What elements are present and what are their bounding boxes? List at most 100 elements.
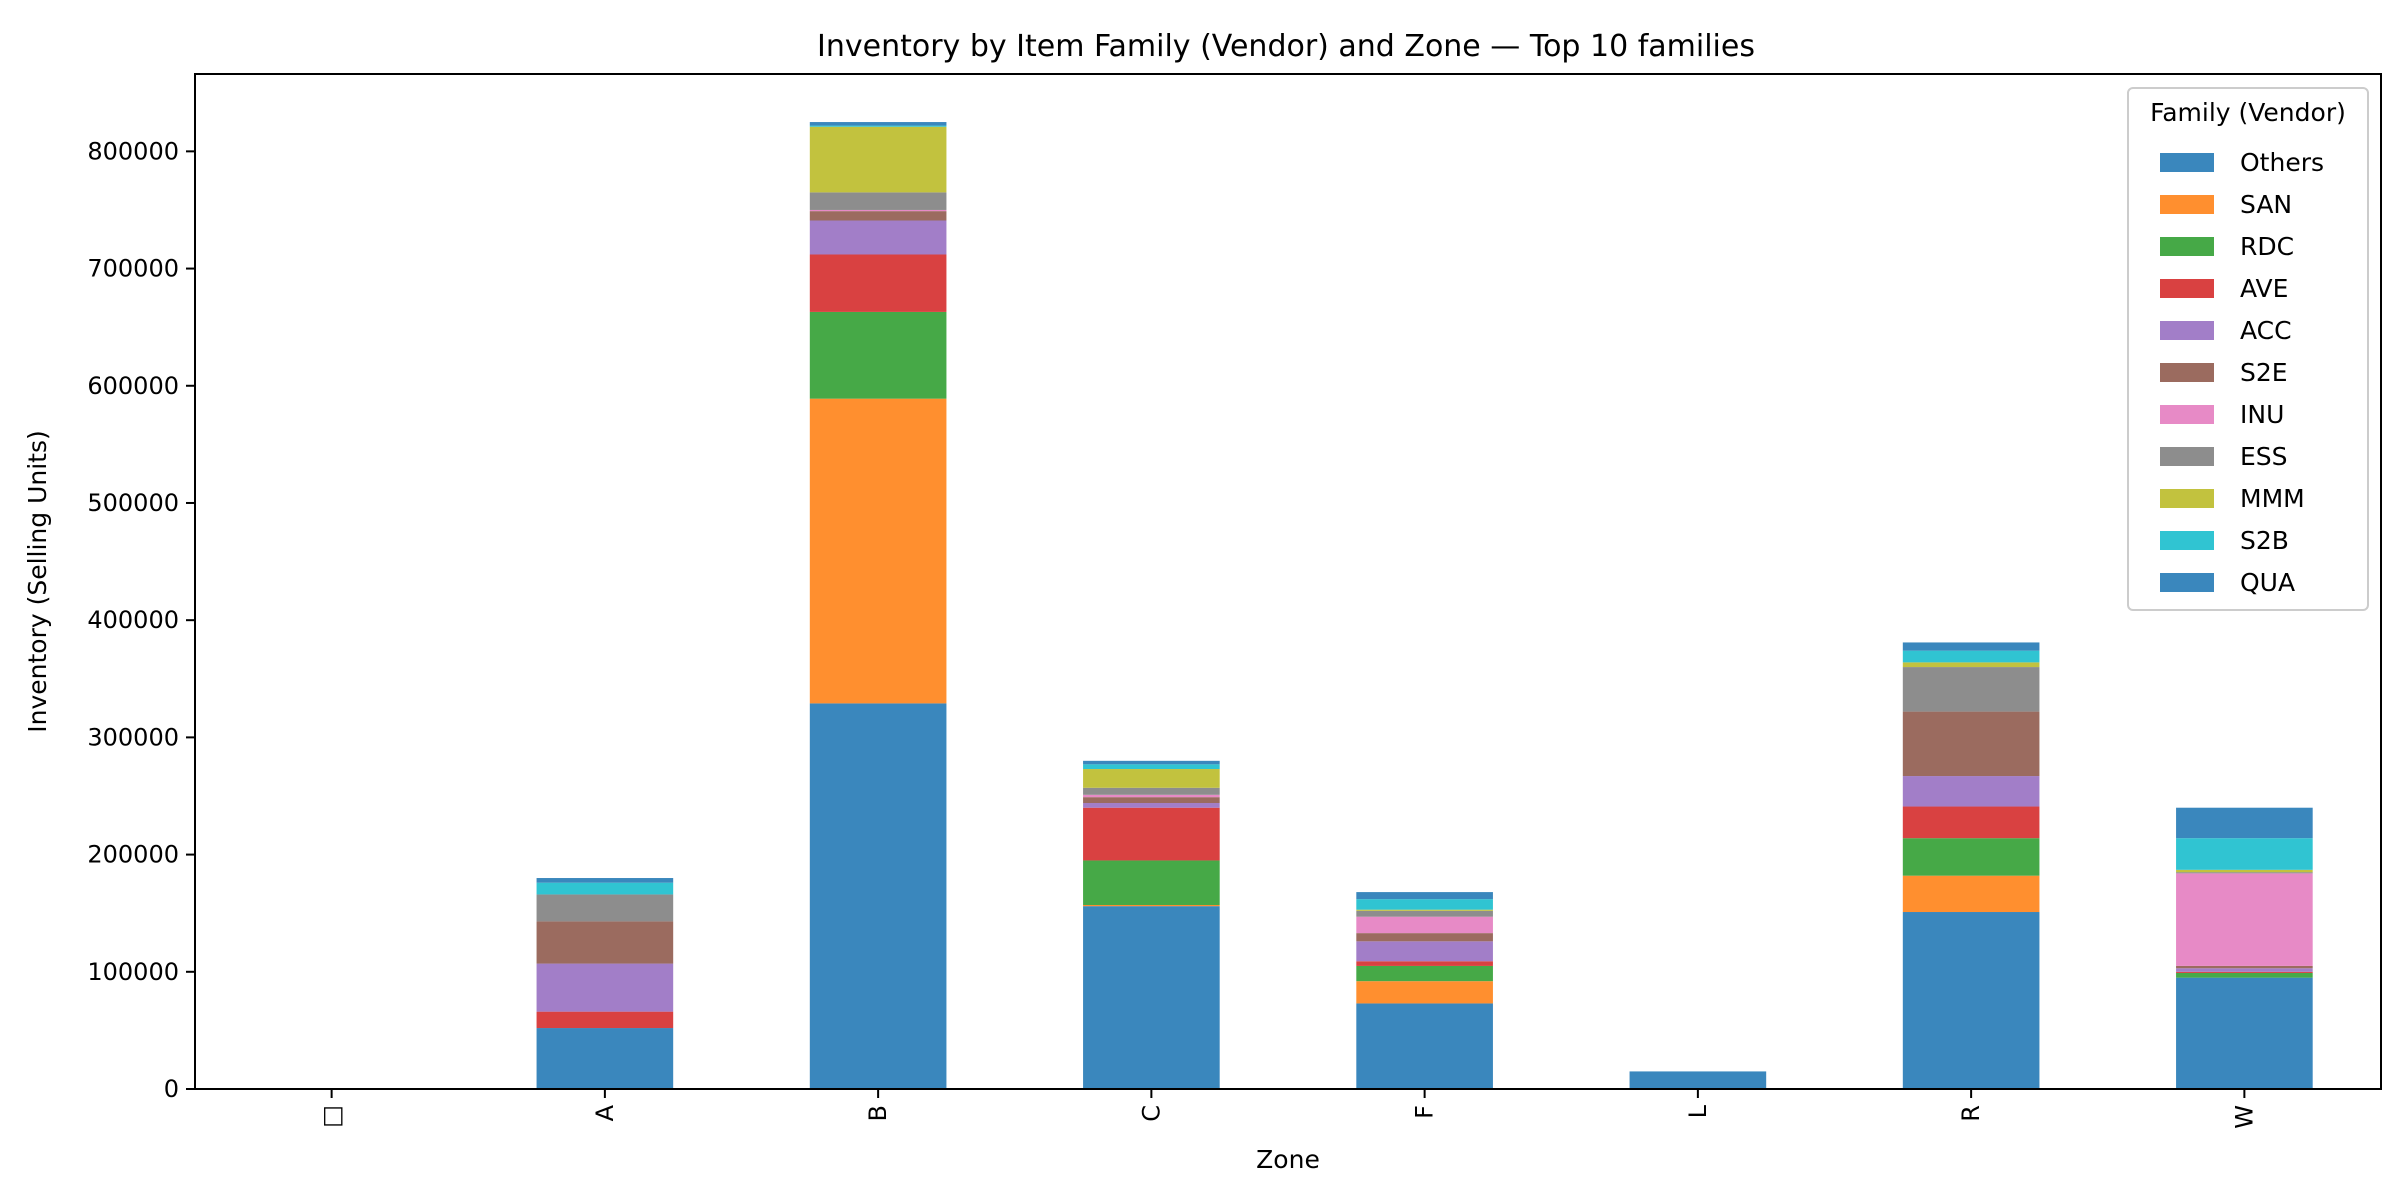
x-tick-label: □ (318, 1105, 346, 1128)
plot-area-frame (194, 73, 2382, 1090)
chart-title: Inventory by Item Family (Vendor) and Zo… (817, 29, 1755, 64)
legend-swatch-rdc (2160, 237, 2214, 256)
bar-ave-1 (536, 1011, 674, 1029)
bar-s2b-3 (1083, 764, 1220, 770)
y-tick-label: 700000 (87, 255, 179, 283)
y-tick-label: 0 (164, 1075, 179, 1103)
bar-ess-3 (1083, 787, 1220, 795)
y-axis: 0 100000 200000 300000 400000 500000 600000 700… (87, 137, 195, 1103)
x-tick-label: C (1137, 1105, 1165, 1122)
bar-s2b-7 (2176, 838, 2313, 870)
bar-others-1 (536, 1028, 674, 1089)
bar-qua-2 (809, 122, 947, 126)
y-tick-label: 400000 (87, 606, 179, 634)
y-tick-label: 100000 (87, 958, 179, 986)
bar-s2e-3 (1083, 797, 1220, 804)
bar-ave-2 (809, 254, 947, 312)
bar-ess-2 (809, 192, 947, 210)
bar-inu-3 (1083, 794, 1220, 798)
bar-ave-7 (2176, 971, 2313, 973)
bar-rdc-2 (809, 311, 947, 399)
bar-s2e-7 (2176, 965, 2313, 969)
y-tick-label: 200000 (87, 841, 179, 869)
bar-qua-1 (536, 878, 674, 883)
legend-label-qua: QUA (2240, 568, 2295, 597)
bar-san-2 (809, 398, 947, 704)
legend-swatch-san (2160, 195, 2214, 214)
legend-label-s2e: S2E (2240, 358, 2288, 387)
bar-s2e-2 (809, 211, 947, 221)
bar-san-3 (1083, 904, 1220, 907)
bar-inu-4 (1356, 916, 1493, 934)
legend-label-mmm: MMM (2240, 484, 2305, 513)
bar-acc-2 (809, 220, 947, 255)
bar-rdc-7 (2176, 972, 2313, 978)
legend-label-san: SAN (2240, 190, 2292, 219)
bar-s2b-4 (1356, 899, 1493, 910)
bar-s2b-1 (536, 882, 674, 895)
bar-ess-7 (2176, 872, 2313, 874)
bar-qua-3 (1083, 760, 1220, 765)
bar-others-4 (1356, 1003, 1493, 1089)
x-axis-title: Zone (1256, 1145, 1320, 1174)
legend-swatch-qua (2160, 573, 2214, 592)
bar-acc-6 (1902, 776, 2040, 807)
x-tick-label: F (1411, 1105, 1439, 1119)
legend-label-rdc: RDC (2240, 232, 2294, 261)
y-tick-label: 300000 (87, 723, 179, 751)
legend-swatch-s2e (2160, 363, 2214, 382)
legend-label-ave: AVE (2240, 274, 2288, 303)
legend-swatch-ave (2160, 279, 2214, 298)
y-tick-label: 500000 (87, 489, 179, 517)
bar-ave-3 (1083, 807, 1220, 861)
legend-box (2127, 87, 2369, 611)
bar-qua-6 (1902, 642, 2040, 651)
bar-mmm-3 (1083, 769, 1220, 788)
bar-rdc-3 (1083, 860, 1220, 905)
bar-others-5 (1629, 1071, 1767, 1089)
legend-label-others: Others (2240, 148, 2324, 177)
bar-acc-7 (2176, 968, 2313, 972)
legend-label-ess: ESS (2240, 442, 2288, 471)
y-tick-label: 800000 (87, 137, 179, 165)
bar-rdc-6 (1902, 838, 2040, 876)
x-tick-label: L (1684, 1104, 1712, 1118)
bar-inu-7 (2176, 873, 2313, 966)
bar-ave-6 (1902, 806, 2040, 839)
legend-label-s2b: S2B (2240, 526, 2289, 555)
bar-ave-4 (1356, 961, 1493, 966)
legend-label-acc: ACC (2240, 316, 2292, 345)
bar-s2e-6 (1902, 711, 2040, 777)
x-axis: □ A B C F L R W (318, 1089, 2258, 1129)
y-tick-label: 600000 (87, 372, 179, 400)
bar-ess-1 (536, 894, 674, 922)
bar-ess-6 (1902, 667, 2040, 712)
bars-layer (536, 122, 2313, 1089)
bar-acc-1 (536, 963, 674, 1012)
legend-title: Family (Vendor) (2150, 98, 2346, 127)
bar-others-3 (1083, 906, 1220, 1089)
bar-s2b-2 (809, 125, 947, 127)
legend-swatch-mmm (2160, 489, 2214, 508)
bar-mmm-2 (809, 126, 947, 193)
bar-san-6 (1902, 875, 2040, 913)
x-tick-label: B (864, 1105, 892, 1121)
y-axis-title: Inventory (Selling Units) (23, 430, 52, 733)
legend-swatch-acc (2160, 321, 2214, 340)
bar-others-6 (1902, 912, 2040, 1089)
bar-san-4 (1356, 981, 1493, 1004)
legend-label-inu: INU (2240, 400, 2284, 429)
bar-qua-4 (1356, 892, 1493, 900)
bar-mmm-7 (2176, 869, 2313, 873)
x-tick-label: A (591, 1104, 619, 1121)
bar-mmm-4 (1356, 909, 1493, 911)
bar-others-2 (809, 703, 947, 1089)
bar-ess-4 (1356, 910, 1493, 917)
bar-acc-3 (1083, 803, 1220, 808)
legend-swatch-inu (2160, 405, 2214, 424)
legend-swatch-s2b (2160, 531, 2214, 550)
bar-mmm-6 (1902, 662, 2040, 668)
x-tick-label: R (1957, 1105, 1985, 1122)
